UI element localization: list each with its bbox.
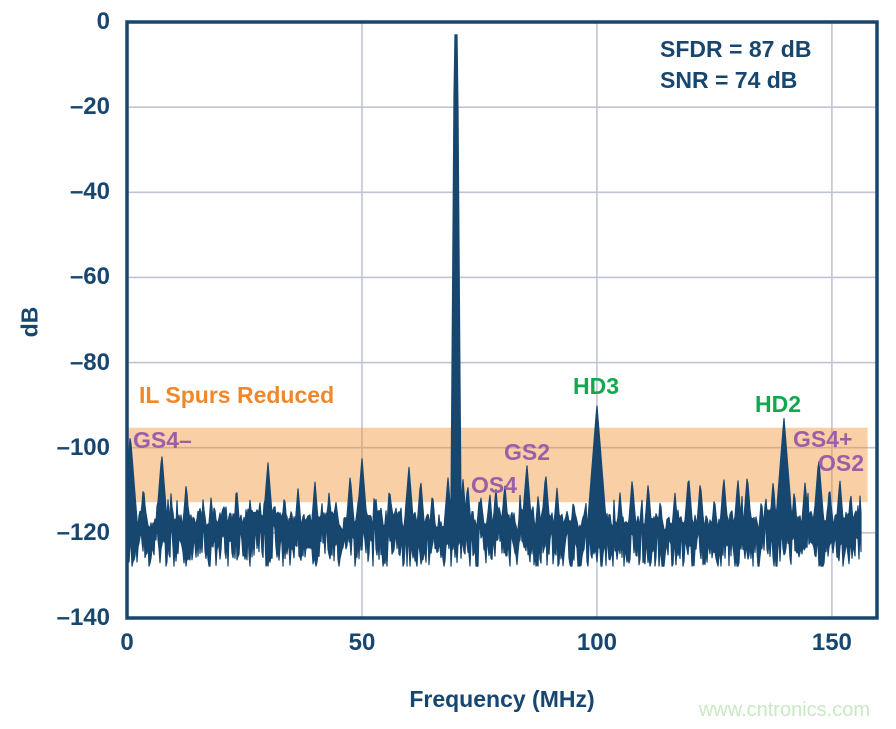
watermark-text: www.cntronics.com [698, 699, 870, 721]
y-tick-label-80: –80 [69, 348, 110, 376]
y-axis-title: dB [16, 306, 43, 338]
performance-annotation: SFDR = 87 dB SNR = 74 dB [660, 34, 811, 96]
peak-label-hd3: HD3 [573, 373, 620, 399]
y-tick-label-20: –20 [69, 93, 110, 121]
snr-value: SNR = 74 dB [660, 67, 798, 93]
x-tick-label-50: 50 [348, 629, 376, 656]
y-tick-label-60: –60 [69, 263, 110, 291]
x-axis-title: Frequency (MHz) [409, 686, 595, 712]
il-spurs-highlight-band [127, 427, 868, 503]
peak-label-hd2: HD2 [755, 391, 802, 417]
y-tick-label-120: –120 [56, 518, 110, 546]
y-tick-label-0: 0 [96, 8, 110, 35]
sfdr-value: SFDR = 87 dB [660, 36, 812, 62]
peak-label-gs4: GS4– [133, 427, 192, 453]
peak-label-os4: OS4 [471, 472, 518, 498]
il-spurs-band-label: IL Spurs Reduced [139, 382, 335, 408]
peak-label-os2: OS2 [818, 450, 865, 476]
x-tick-label-0: 0 [120, 629, 134, 656]
x-tick-label-100: 100 [576, 629, 617, 656]
plot-frame [125, 20, 879, 620]
spectrum-trace [126, 34, 862, 567]
y-tick-label-40: –40 [69, 178, 110, 206]
peak-label-gs2: GS2 [504, 439, 551, 465]
x-tick-label-150: 150 [811, 629, 852, 656]
y-tick-label-100: –100 [56, 433, 110, 461]
peak-label-gs4: GS4+ [793, 426, 853, 452]
y-tick-label-140: –140 [56, 604, 110, 631]
